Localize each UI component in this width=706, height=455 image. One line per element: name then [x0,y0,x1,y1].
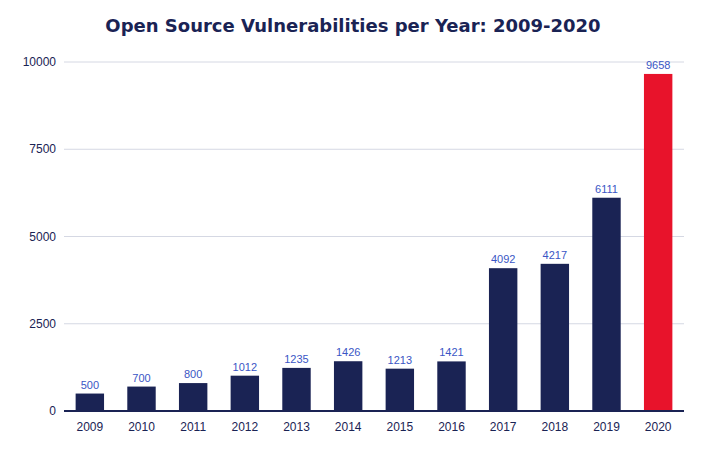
bar [592,198,620,411]
bar [644,74,672,411]
x-tick-label: 2019 [593,420,620,434]
bar [437,361,465,411]
data-label: 1012 [233,361,257,373]
data-label: 4092 [491,253,515,265]
data-label: 800 [184,368,202,380]
bar [76,394,104,411]
x-tick-label: 2014 [335,420,362,434]
chart-title: Open Source Vulnerabilities per Year: 20… [105,15,600,36]
x-tick-label: 2012 [231,420,258,434]
bar [179,383,207,411]
x-axis-line [64,410,684,412]
grid-line [64,411,684,412]
data-label: 500 [81,379,99,391]
chart-container: Open Source Vulnerabilities per Year: 20… [0,0,706,455]
y-tick-label: 5000 [29,230,56,244]
data-label: 1235 [284,353,308,365]
data-labels: 500 700 800 1012 1235 1426 1213 1421 4092 4217 611… [81,59,671,391]
y-tick-label: 7500 [29,142,56,156]
x-tick-label: 2010 [128,420,155,434]
bar [334,361,362,411]
grid-line [64,236,684,237]
x-tick-label: 2017 [490,420,517,434]
grid [64,62,684,411]
data-label: 4217 [543,249,567,261]
grid-line [64,62,684,63]
x-tick-label: 2020 [645,420,672,434]
data-label: 9658 [646,59,670,71]
y-tick-label: 0 [49,404,56,418]
bar [231,376,259,411]
x-tick-label: 2013 [283,420,310,434]
bar [489,268,517,411]
chart-svg: Open Source Vulnerabilities per Year: 20… [0,0,706,455]
x-tick-label: 2018 [541,420,568,434]
data-label: 1213 [388,354,412,366]
x-tick-label: 2016 [438,420,465,434]
grid-line [64,149,684,150]
x-axis: 2009 2010 2011 2012 2013 2014 2015 2016 2017 2018… [64,411,684,434]
data-label: 1421 [439,346,463,358]
bar [127,387,155,411]
data-label: 700 [132,372,150,384]
bars [76,74,673,411]
x-tick-label: 2011 [180,420,206,434]
data-label: 1426 [336,346,360,358]
y-tick-label: 2500 [29,317,56,331]
grid-line [64,323,684,324]
x-tick-label: 2009 [76,420,103,434]
data-label: 6111 [595,183,618,195]
bar [282,368,310,411]
bar [386,369,414,411]
x-tick-label: 2015 [386,420,413,434]
bar [541,264,569,411]
y-tick-label: 10000 [23,55,57,69]
